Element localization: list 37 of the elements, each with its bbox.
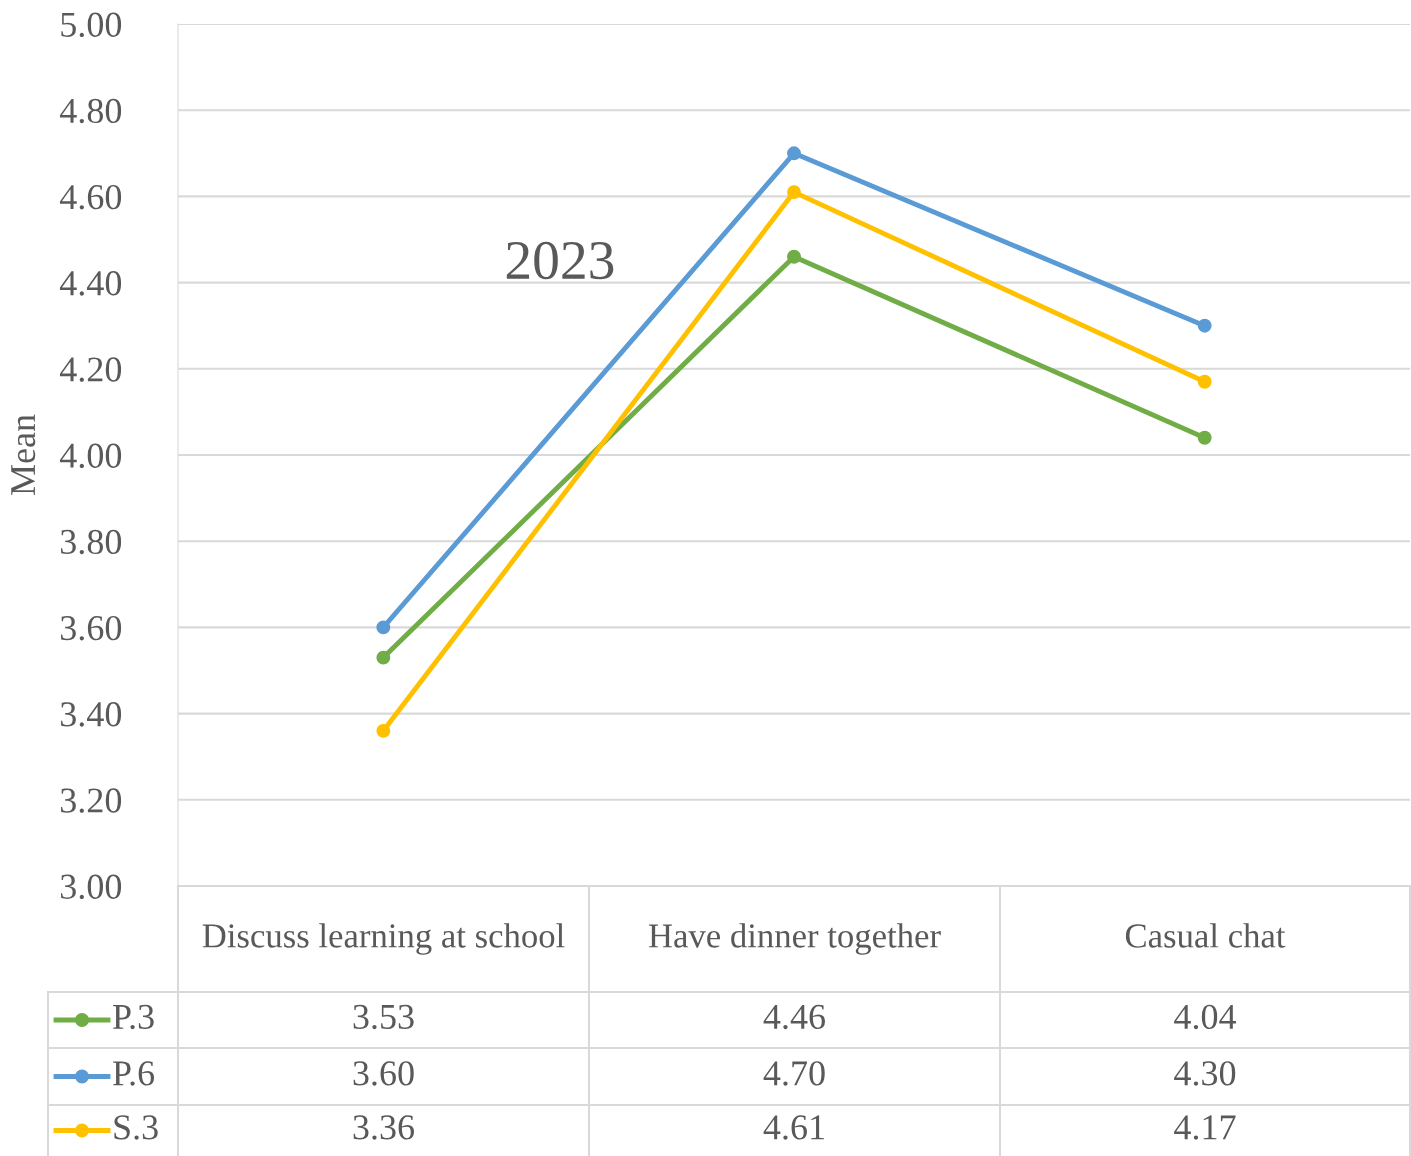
data-label: 3.60 xyxy=(353,1061,414,1086)
legend-label: P.6 xyxy=(113,1061,155,1086)
y-tick-label: 3.00 xyxy=(60,874,122,900)
point xyxy=(787,146,801,161)
text: 2023 xyxy=(506,241,614,280)
data-label: 3.36 xyxy=(353,1115,415,1140)
legend-label: P.3 xyxy=(113,1004,154,1030)
x-tick-label: Casual chat xyxy=(1125,923,1286,948)
point xyxy=(787,185,801,200)
y-tick-label: 3.60 xyxy=(60,615,122,641)
x-tick-label: Have dinner together xyxy=(648,923,941,955)
y-tick-label: 4.20 xyxy=(59,357,122,382)
y-axis-title: Mean xyxy=(11,414,36,496)
y-tick-label: 4.80 xyxy=(59,98,122,124)
y-tick-label: 3.40 xyxy=(60,702,122,727)
y-tick-label: 5.00 xyxy=(61,12,122,38)
data-label: 3.53 xyxy=(353,1004,414,1030)
point xyxy=(376,620,391,635)
data-label: 4.46 xyxy=(763,1004,826,1030)
y-tick-label: 3.20 xyxy=(60,788,122,813)
point xyxy=(1197,374,1212,389)
data-label: 4.30 xyxy=(1174,1061,1236,1086)
point xyxy=(1197,430,1212,445)
data-label: 4.17 xyxy=(1174,1115,1236,1140)
legend-label: S.3 xyxy=(114,1115,158,1140)
point xyxy=(376,723,391,738)
y-tick-label: 4.00 xyxy=(59,443,122,469)
y-tick-label: 3.80 xyxy=(60,529,122,555)
x-tick-label: Discuss learning at school xyxy=(202,923,565,955)
point xyxy=(376,650,391,665)
data-label: 4.61 xyxy=(763,1115,824,1140)
point xyxy=(1197,318,1212,333)
data-label: 4.70 xyxy=(763,1061,825,1086)
data-label: 4.04 xyxy=(1174,1004,1237,1030)
y-tick-label: 4.40 xyxy=(59,271,122,296)
y-tick-label: 4.60 xyxy=(59,184,122,210)
point xyxy=(787,249,801,264)
